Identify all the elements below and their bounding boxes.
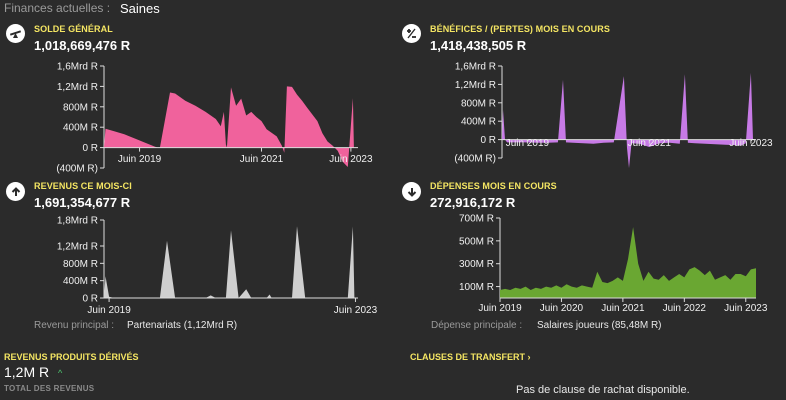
- profit-xtick-label: Juin 2019: [506, 138, 550, 149]
- balance-xtick-label: Juin 2023: [329, 154, 373, 165]
- plus-minus-icon: [402, 24, 421, 43]
- header-label: Finances actuelles :: [4, 1, 111, 15]
- scale-icon-glyph: [9, 30, 22, 38]
- profit-xtick-label: Juin 2023: [729, 138, 773, 149]
- balance-amount: 1,018,669,476 R: [34, 38, 131, 53]
- club-name[interactable]: Saines: [120, 1, 160, 16]
- profit-title: BÉNÉFICES / (PERTES) MOIS EN COURS: [430, 24, 610, 34]
- profit-ytick-label: 0 R: [480, 135, 496, 146]
- profit-amount: 1,418,438,505 R: [430, 38, 527, 53]
- expenses-xtick-label: Juin 2019: [478, 303, 522, 314]
- balance-ytick-label: 1,2Mrd R: [57, 82, 98, 93]
- profit-ytick-label: (400M R): [454, 154, 496, 165]
- profit-ytick-label: 1,2Mrd R: [455, 80, 496, 91]
- revenue-ytick-label: 800M R: [63, 259, 98, 270]
- expenses-area-series: [500, 227, 756, 298]
- expenses-xtick-label: Juin 2022: [663, 303, 707, 314]
- profit-chart: 1,6Mrd R 1,2Mrd R 800M R 400M R 0 R (400M R) J…: [454, 62, 773, 169]
- balance-ytick-label: 800M R: [63, 102, 98, 113]
- scale-icon: [6, 24, 25, 43]
- arrow-up-glyph: [11, 186, 20, 196]
- revenue-title: REVENUS CE MOIS-CI: [34, 181, 132, 191]
- revenue-area-series: [104, 226, 355, 298]
- balance-area-series: [104, 86, 354, 167]
- balance-ytick-label: (400M R): [56, 164, 98, 175]
- revenue-xtick-label: Juin 2019: [87, 305, 131, 316]
- expenses-ytick-label: 500M R: [459, 236, 494, 247]
- revenue-ytick-label: 1,8Mrd R: [57, 216, 98, 227]
- revenue-ytick-label: 400M R: [63, 276, 98, 287]
- balance-ytick-label: 0 R: [82, 143, 98, 154]
- revenue-xtick-label: Juin 2023: [334, 305, 378, 316]
- no-clause-message: Pas de clause de rachat disponible.: [516, 384, 690, 396]
- revenue-amount: 1,691,354,677 R: [34, 195, 131, 210]
- arrow-down-icon: [402, 182, 421, 201]
- arrow-down-glyph: [407, 187, 416, 197]
- total-revenue-label: TOTAL DES REVENUS: [4, 384, 95, 393]
- derived-revenue-title: REVENUS PRODUITS DÉRIVÉS: [4, 352, 139, 362]
- balance-ytick-label: 400M R: [63, 123, 98, 134]
- expenses-ytick-label: 700M R: [459, 214, 494, 225]
- balance-chart: 1,6Mrd R 1,2Mrd R 800M R 400M R 0 R (400M R) J…: [56, 62, 373, 175]
- expenses-main-value: Salaires joueurs (85,48M R): [537, 320, 662, 331]
- revenue-main-label: Revenu principal :: [34, 320, 115, 331]
- expenses-title: DÉPENSES MOIS EN COURS: [430, 181, 557, 191]
- balance-xtick-label: Juin 2021: [240, 154, 284, 165]
- expenses-xtick-label: Juin 2020: [540, 303, 584, 314]
- expenses-chart: 700M R 500M R 300M R 100M R Juin 2019 Juin 20…: [459, 214, 768, 315]
- arrow-up-icon: [6, 182, 25, 201]
- transfer-clauses-link[interactable]: CLAUSES DE TRANSFERT ›: [410, 352, 531, 362]
- trend-up-icon: ^: [58, 368, 63, 378]
- revenue-ytick-label: 0 R: [82, 294, 98, 305]
- profit-ytick-label: 1,6Mrd R: [455, 62, 496, 73]
- balance-xtick-label: Juin 2019: [118, 154, 162, 165]
- profit-area-series: [502, 72, 753, 169]
- expenses-xtick-label: Juin 2023: [724, 303, 768, 314]
- expenses-amount: 272,916,172 R: [430, 195, 516, 210]
- expenses-ytick-label: 300M R: [459, 259, 494, 270]
- balance-ytick-label: 1,6Mrd R: [57, 62, 98, 73]
- plus-minus-glyph: [407, 28, 416, 39]
- profit-xtick-label: Juin 2021: [628, 138, 672, 149]
- revenue-main-value: Partenariats (1,12Mrd R): [127, 320, 238, 331]
- derived-revenue-value: 1,2M R: [4, 364, 50, 380]
- profit-ytick-label: 400M R: [461, 117, 496, 128]
- profit-ytick-label: 800M R: [461, 98, 496, 109]
- expenses-main-label: Dépense principale :: [431, 320, 523, 331]
- expenses-xtick-label: Juin 2021: [601, 303, 645, 314]
- revenue-ytick-label: 1,2Mrd R: [57, 242, 98, 253]
- expenses-ytick-label: 100M R: [459, 282, 494, 293]
- balance-title: SOLDE GÉNÉRAL: [34, 24, 113, 34]
